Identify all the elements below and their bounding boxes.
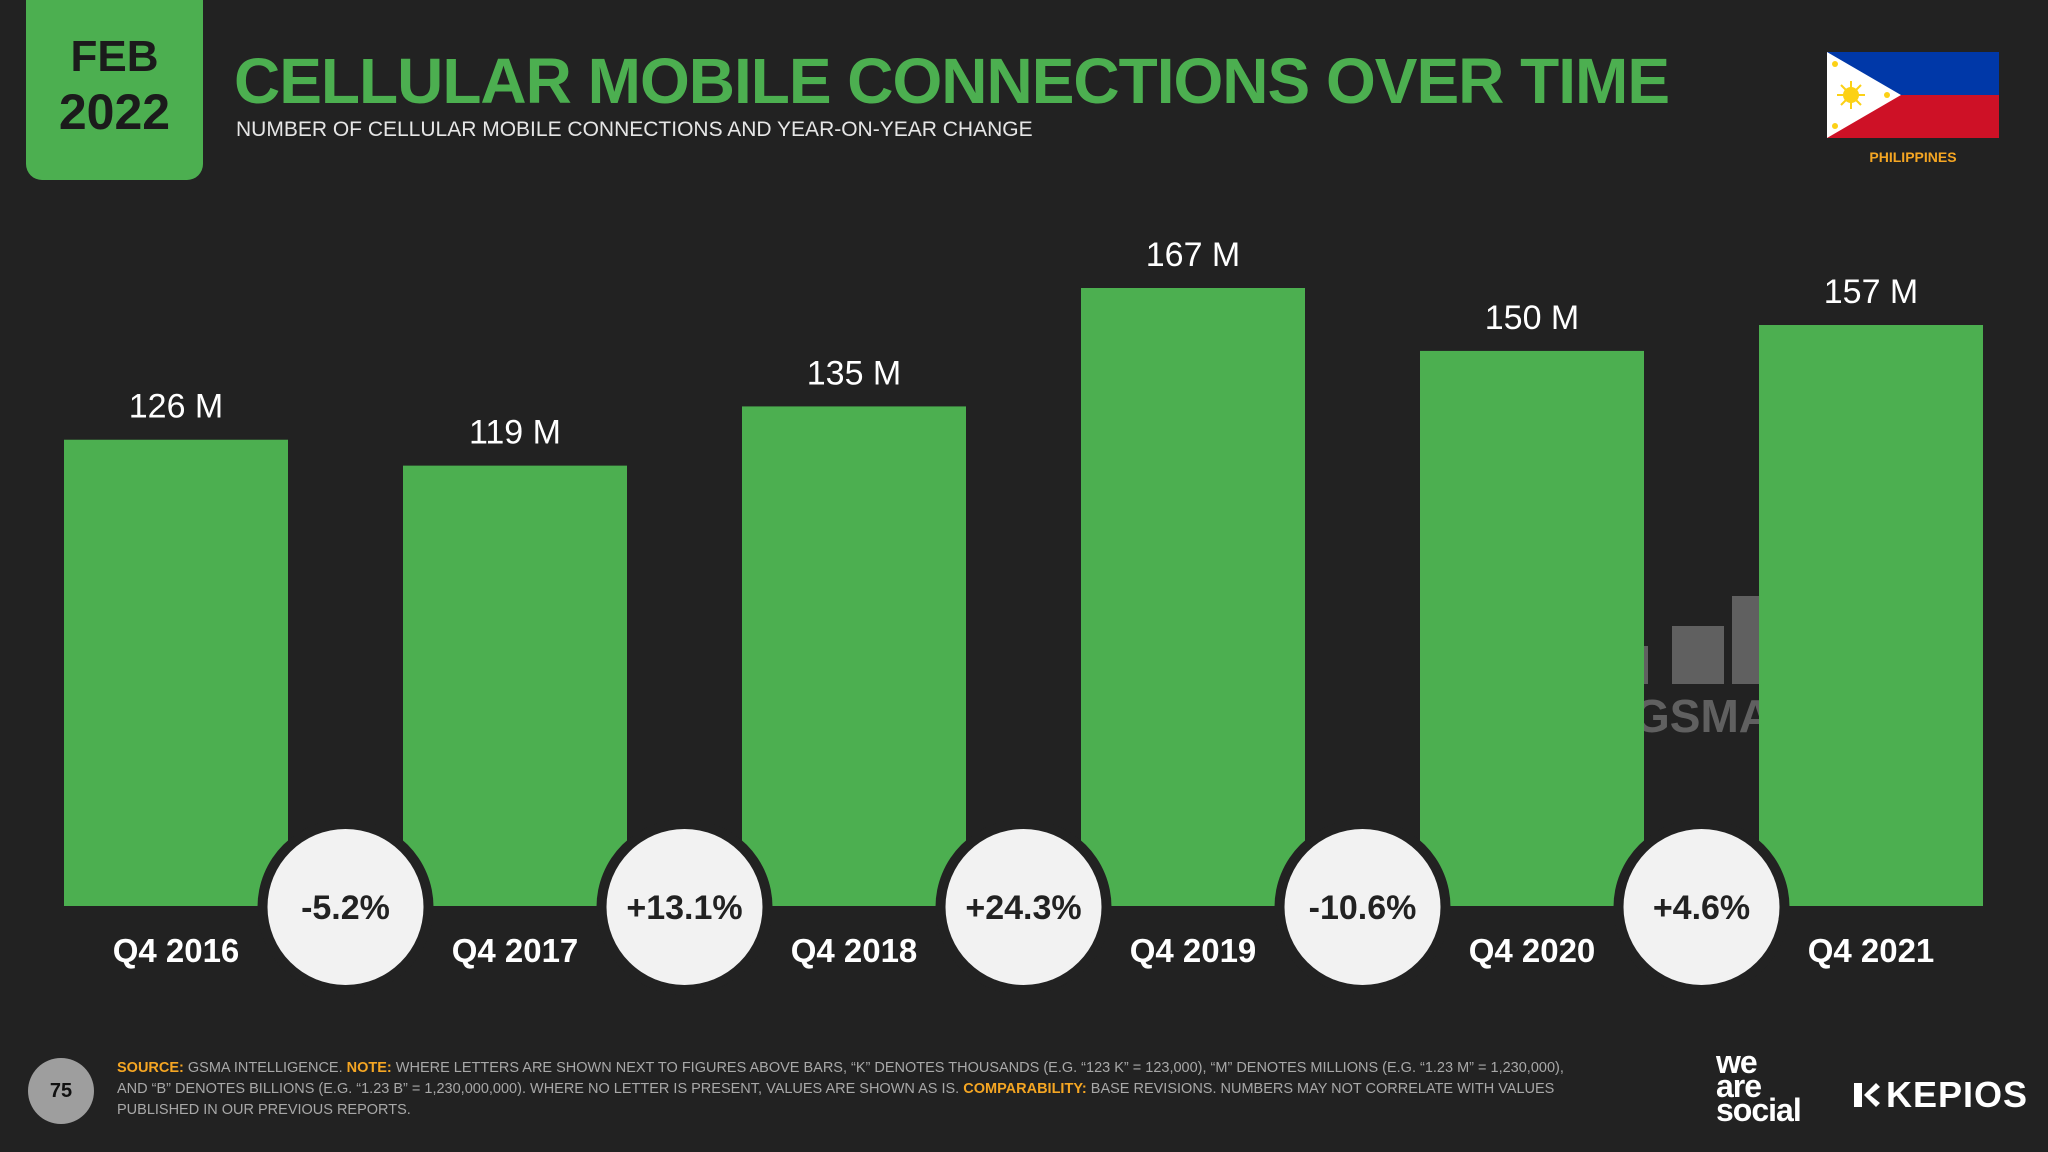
change-bubble-2 [945,829,1102,985]
kepios-wordmark: KEPIOS [1886,1074,2029,1115]
we-are-social-line-1: we [1716,1044,1758,1080]
bar-value-label-2: 135 M [807,354,902,392]
bar-5 [1759,325,1983,906]
change-label-1: +13.1% [626,889,742,927]
country-label: PHILIPPINES [1869,149,1957,165]
kepios-logo: KEPIOS [1852,1074,2028,1116]
source-text: GSMA INTELLIGENCE. [187,1060,343,1076]
change-label-0: -5.2% [301,889,390,927]
change-bubble-3 [1284,829,1441,985]
we-are-social-line-2: are [1716,1068,1762,1104]
we-are-social-logo: we are social [1716,1044,1802,1128]
change-label-3: -10.6% [1309,889,1417,927]
note-label: NOTE: [346,1060,392,1076]
bar-0 [64,439,288,906]
bar-value-label-5: 157 M [1824,273,1919,311]
bar-3 [1081,288,1305,906]
change-label-2: +24.3% [965,889,1081,927]
category-label-3: Q4 2019 [1130,932,1257,969]
change-label-4: +4.6% [1653,889,1750,927]
change-bubble-1 [606,829,763,985]
report-month: FEB [70,32,159,81]
comparability-label: COMPARABILITY: [963,1081,1087,1097]
category-label-5: Q4 2021 [1808,932,1935,969]
bar-value-label-3: 167 M [1146,236,1241,274]
category-label-1: Q4 2017 [452,932,579,969]
category-label-2: Q4 2018 [791,932,918,969]
category-label-4: Q4 2020 [1469,932,1596,969]
page-subtitle: NUMBER OF CELLULAR MOBILE CONNECTIONS AN… [236,118,1033,141]
gsma-watermark-text: GSMA [1634,690,1772,740]
bar-value-label-4: 150 M [1485,299,1580,337]
bar-value-label-0: 126 M [129,388,224,426]
page-title: CELLULAR MOBILE CONNECTIONS OVER TIME [234,45,1670,117]
bar-value-label-1: 119 M [469,414,561,452]
philippines-flag-icon [1827,52,1999,138]
bar-1 [403,465,627,906]
bar-4 [1420,350,1644,907]
date-tab: FEB 2022 [26,0,203,180]
category-label-0: Q4 2016 [113,932,240,969]
bar-2 [742,406,966,906]
comparability-text: BASE REVISIONS. NUMBERS MAY NOT CORRELAT… [117,1081,1555,1118]
footnote: SOURCE: GSMA INTELLIGENCE. NOTE: WHERE L… [117,1058,1597,1121]
page-number: 75 [28,1058,94,1124]
change-bubble-4 [1623,829,1780,985]
kepios-mark-icon [1854,1083,1880,1107]
source-label: SOURCE: [117,1060,184,1076]
report-year: 2022 [58,84,171,140]
note-text: WHERE LETTERS ARE SHOWN NEXT TO FIGURES … [117,1060,1564,1097]
we-are-social-line-3: social [1716,1092,1802,1128]
change-bubble-0 [267,829,424,985]
